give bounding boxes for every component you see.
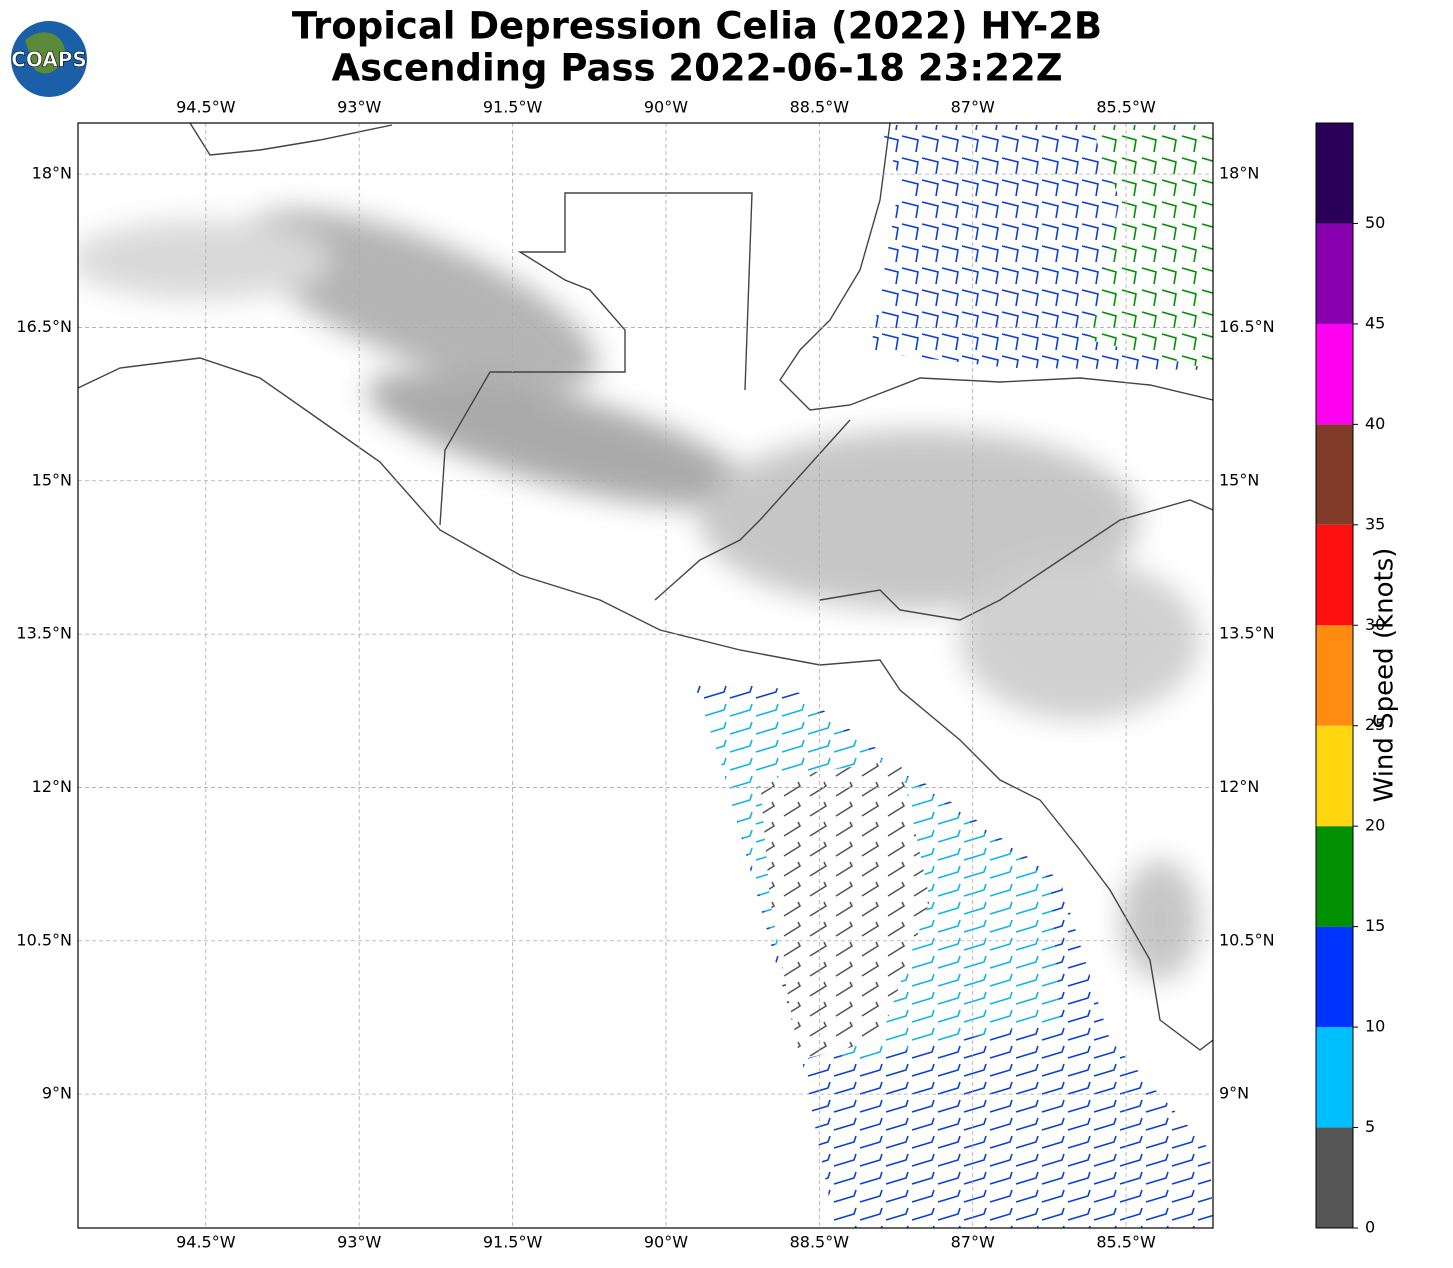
x-tick-label: 91.5°W <box>483 1233 543 1252</box>
x-tick-label: 88.5°W <box>790 1233 850 1252</box>
y-tick-label: 9°N <box>42 1084 72 1103</box>
coastline <box>779 123 1213 411</box>
colorbar-tick-label: 45 <box>1365 313 1385 332</box>
colorbar-tick-label: 10 <box>1365 1017 1385 1036</box>
coastline <box>78 357 1213 1051</box>
colorbar-segment <box>1316 1127 1353 1228</box>
y-tick-label: 16.5°N <box>1219 317 1275 336</box>
x-tick-label: 88.5°W <box>790 98 850 117</box>
colorbar-segment <box>1316 524 1353 626</box>
colorbar-tick-label: 15 <box>1365 916 1385 935</box>
x-tick-label: 91.5°W <box>483 98 543 117</box>
y-tick-label: 9°N <box>1219 1084 1249 1103</box>
colorbar-segment <box>1316 323 1353 425</box>
colorbar-segment <box>1316 725 1353 827</box>
colorbar-tick-label: 30 <box>1365 615 1385 634</box>
y-tick-label: 15°N <box>1219 470 1259 489</box>
x-tick-label: 87°W <box>951 98 995 117</box>
map-frame <box>77 122 1214 1229</box>
wind-swath <box>760 760 930 1060</box>
terrain <box>78 209 1200 980</box>
colorbar-segment <box>1316 424 1353 525</box>
x-tick-label: 85.5°W <box>1096 1233 1156 1252</box>
y-tick-label: 12°N <box>1219 777 1259 796</box>
y-tick-label: 16.5°N <box>16 317 72 336</box>
y-tick-label: 10.5°N <box>1219 930 1275 949</box>
y-tick-label: 13.5°N <box>1219 624 1275 643</box>
x-tick-label: 94.5°W <box>176 98 236 117</box>
colorbar-tick-label: 35 <box>1365 514 1385 533</box>
x-tick-label: 87°W <box>951 1233 995 1252</box>
colorbar-segment <box>1316 223 1353 324</box>
colorbar-segment <box>1316 625 1353 726</box>
colorbar-tick-label: 50 <box>1365 213 1385 232</box>
colorbar-tick-label: 5 <box>1365 1117 1375 1136</box>
border <box>439 192 753 526</box>
colorbar-frame <box>1315 122 1354 1229</box>
border <box>654 419 1213 621</box>
colorbar-tick-label: 25 <box>1365 715 1385 734</box>
colorbar-segment <box>1316 826 1353 927</box>
x-tick-label: 93°W <box>337 1233 381 1252</box>
logo-text: COAPS <box>11 48 87 72</box>
logo: COAPS <box>11 21 87 97</box>
title: Tropical Depression Celia (2022) HY-2B <box>292 5 1102 48</box>
y-tick-label: 18°N <box>32 164 72 183</box>
x-tick-label: 90°W <box>644 98 688 117</box>
x-tick-label: 93°W <box>337 98 381 117</box>
x-tick-label: 90°W <box>644 1233 688 1252</box>
title: Ascending Pass 2022-06-18 23:22Z <box>331 47 1062 90</box>
y-tick-label: 10.5°N <box>16 930 72 949</box>
colorbar-tick-label: 0 <box>1365 1218 1375 1237</box>
colorbar-segment <box>1316 926 1353 1028</box>
map <box>78 123 1213 1228</box>
y-tick-label: 15°N <box>32 470 72 489</box>
colorbar-segment <box>1316 123 1353 224</box>
y-tick-label: 18°N <box>1219 164 1259 183</box>
colorbar-tick-label: 20 <box>1365 816 1385 835</box>
colorbar-tick-label: 40 <box>1365 414 1385 433</box>
x-tick-label: 94.5°W <box>176 1233 236 1252</box>
coastline <box>189 123 393 156</box>
wind-swath <box>1090 125 1213 370</box>
y-tick-label: 12°N <box>32 777 72 796</box>
y-tick-label: 13.5°N <box>16 624 72 643</box>
colorbar-segment <box>1316 1027 1353 1128</box>
colorbar-label: Wind Speed (knots) <box>1370 548 1400 803</box>
x-tick-label: 85.5°W <box>1096 98 1156 117</box>
